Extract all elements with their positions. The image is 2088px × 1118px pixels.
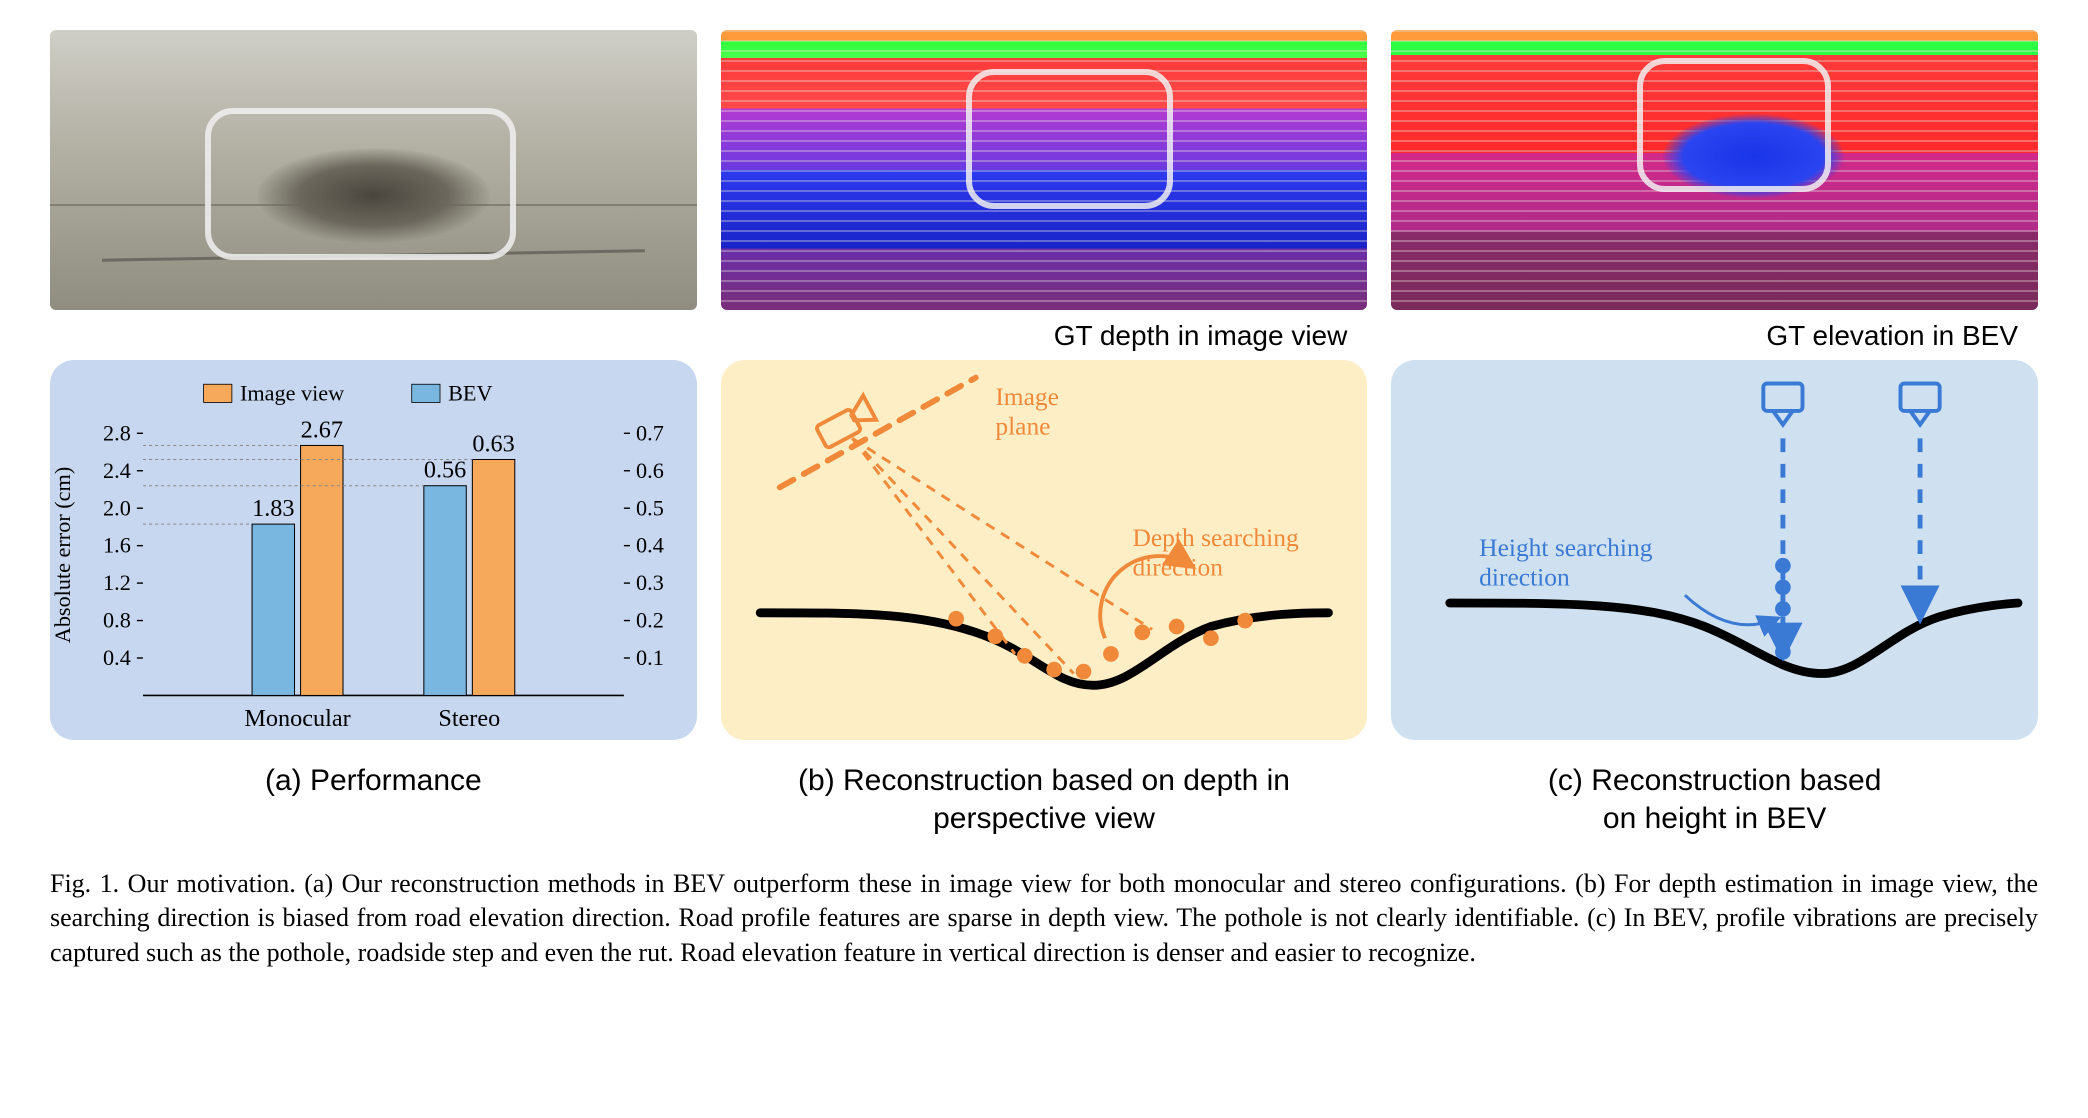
svg-text:2.67: 2.67 [301, 416, 343, 443]
svg-text:0.6: 0.6 [636, 458, 664, 483]
highlight-rect-c [1637, 58, 1831, 192]
figure-row: 0.4 0.8 1.2 1.6 2.0 2.4 2.8 0.1 0.2 0.3 0.4 0.5 0.6 0… [50, 30, 2038, 837]
elevation-map [1391, 30, 2038, 310]
mid-label-b: GT depth in image view [1054, 320, 1348, 354]
svg-text:Image view: Image view [240, 380, 344, 405]
svg-text:plane: plane [995, 411, 1050, 440]
svg-text:0.1: 0.1 [636, 645, 664, 670]
svg-text:1.83: 1.83 [252, 495, 294, 522]
figure-caption: Fig. 1. Our motivation. (a) Our reconstr… [50, 867, 2038, 970]
svg-text:Depth searching: Depth searching [1132, 523, 1298, 552]
sub-caption-b: (b) Reconstruction based on depth inpers… [798, 762, 1290, 837]
sub-caption-a: (a) Performance [265, 762, 482, 800]
svg-text:1.6: 1.6 [103, 533, 131, 558]
svg-text:0.7: 0.7 [636, 420, 664, 445]
svg-text:0.56: 0.56 [424, 457, 466, 484]
panel-c: GT elevation in BEV Height searchingdire… [1391, 30, 2038, 837]
svg-text:0.3: 0.3 [636, 570, 664, 595]
panel-b: GT depth in image view Imageplane Depth s… [721, 30, 1368, 837]
svg-text:BEV: BEV [448, 380, 492, 405]
svg-text:Image: Image [995, 382, 1059, 411]
svg-text:1.2: 1.2 [103, 570, 131, 595]
diagram-c-svg: Height searchingdirection [1391, 360, 2038, 732]
svg-text:2.4: 2.4 [103, 458, 131, 483]
depth-diagram: Imageplane Depth searchingdirection [721, 360, 1368, 740]
svg-text:0.5: 0.5 [636, 495, 664, 520]
svg-text:direction: direction [1480, 562, 1571, 591]
svg-text:0.8: 0.8 [103, 608, 131, 633]
road-photo [50, 30, 697, 310]
diagram-b-svg: Imageplane Depth searchingdirection [721, 360, 1368, 732]
svg-text:Monocular: Monocular [244, 705, 350, 732]
depth-map [721, 30, 1368, 310]
svg-text:0.63: 0.63 [472, 430, 514, 457]
mid-label-c: GT elevation in BEV [1766, 320, 2018, 354]
highlight-rect-a [205, 108, 515, 259]
highlight-rect-b [966, 69, 1173, 209]
svg-text:direction: direction [1132, 553, 1223, 582]
svg-text:2.0: 2.0 [103, 495, 131, 520]
panel-a: 0.4 0.8 1.2 1.6 2.0 2.4 2.8 0.1 0.2 0.3 0.4 0.5 0.6 0… [50, 30, 697, 837]
height-diagram: Height searchingdirection [1391, 360, 2038, 740]
sub-caption-c: (c) Reconstruction basedon height in BEV [1548, 762, 1882, 837]
svg-text:Height searching: Height searching [1480, 533, 1654, 562]
svg-text:0.4: 0.4 [103, 645, 131, 670]
svg-text:Absolute error (cm): Absolute error (cm) [50, 467, 75, 643]
svg-text:0.4: 0.4 [636, 533, 664, 558]
chart-svg: 0.4 0.8 1.2 1.6 2.0 2.4 2.8 0.1 0.2 0.3 0.4 0.5 0.6 0… [50, 360, 697, 744]
svg-text:Stereo: Stereo [438, 705, 500, 732]
svg-text:2.8: 2.8 [103, 420, 131, 445]
svg-text:0.2: 0.2 [636, 608, 664, 633]
performance-chart: 0.4 0.8 1.2 1.6 2.0 2.4 2.8 0.1 0.2 0.3 0.4 0.5 0.6 0… [50, 360, 697, 740]
